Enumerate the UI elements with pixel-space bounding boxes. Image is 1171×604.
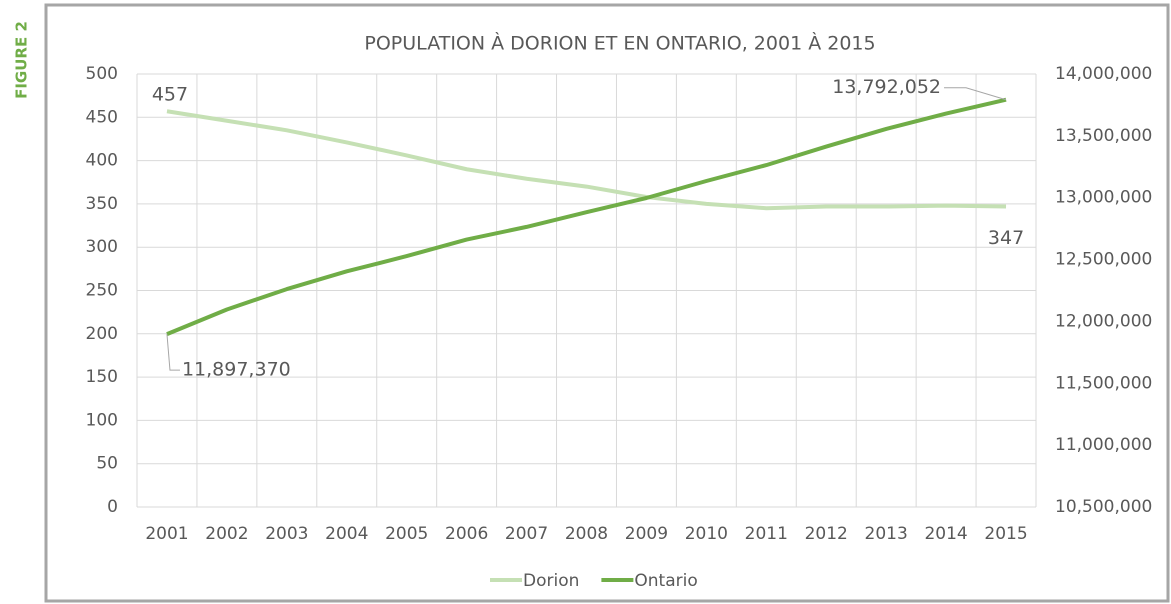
series-line xyxy=(166,97,1007,336)
x-tick-label: 2007 xyxy=(505,524,548,544)
x-tick-label: 2012 xyxy=(805,524,848,544)
x-tick-label: 2006 xyxy=(445,524,488,544)
y-tick-label: 300 xyxy=(86,237,118,257)
chart-frame xyxy=(44,3,1170,603)
legend-label: Dorion xyxy=(523,571,579,591)
y2-tick-label: 10,500,000 xyxy=(1055,497,1152,517)
x-tick-label: 2014 xyxy=(924,524,967,544)
x-tick-label: 2008 xyxy=(565,524,608,544)
x-tick-label: 2010 xyxy=(685,524,728,544)
y2-tick-label: 11,000,000 xyxy=(1055,435,1152,455)
y-tick-label: 400 xyxy=(86,151,118,171)
y-tick-label: 250 xyxy=(86,281,118,301)
legend-label: Ontario xyxy=(634,571,697,591)
y-tick-label: 0 xyxy=(107,497,118,517)
y2-tick-label: 14,000,000 xyxy=(1055,64,1152,84)
y2-tick-label: 13,500,000 xyxy=(1055,126,1152,146)
y2-tick-label: 12,500,000 xyxy=(1055,250,1152,270)
series-line xyxy=(166,109,1007,211)
y-tick-label: 150 xyxy=(86,367,118,387)
y-tick-label: 100 xyxy=(86,410,118,430)
x-tick-label: 2001 xyxy=(145,524,188,544)
y-tick-label: 450 xyxy=(86,107,118,127)
y2-tick-label: 11,500,000 xyxy=(1055,373,1152,393)
data-label: 347 xyxy=(988,227,1024,249)
y2-tick-label: 13,000,000 xyxy=(1055,188,1152,208)
figure-label: FIGURE 2 xyxy=(13,21,31,99)
x-tick-label: 2009 xyxy=(625,524,668,544)
y-tick-label: 200 xyxy=(86,324,118,344)
x-tick-label: 2003 xyxy=(265,524,308,544)
x-tick-label: 2013 xyxy=(865,524,908,544)
x-tick-label: 2015 xyxy=(984,524,1027,544)
data-label: 457 xyxy=(152,84,188,106)
y-tick-label: 50 xyxy=(96,454,118,474)
x-tick-label: 2004 xyxy=(325,524,368,544)
data-label: 11,897,370 xyxy=(182,359,291,381)
leader-line xyxy=(944,87,1007,101)
data-label: 13,792,052 xyxy=(832,76,941,98)
x-tick-label: 2011 xyxy=(745,524,788,544)
chart-title: POPULATION À DORION ET EN ONTARIO, 2001 … xyxy=(364,32,875,55)
y2-tick-label: 12,000,000 xyxy=(1055,311,1152,331)
y-tick-label: 500 xyxy=(86,64,118,84)
y-tick-label: 350 xyxy=(86,194,118,214)
x-tick-label: 2005 xyxy=(385,524,428,544)
leader-line xyxy=(166,334,180,371)
x-tick-label: 2002 xyxy=(205,524,248,544)
